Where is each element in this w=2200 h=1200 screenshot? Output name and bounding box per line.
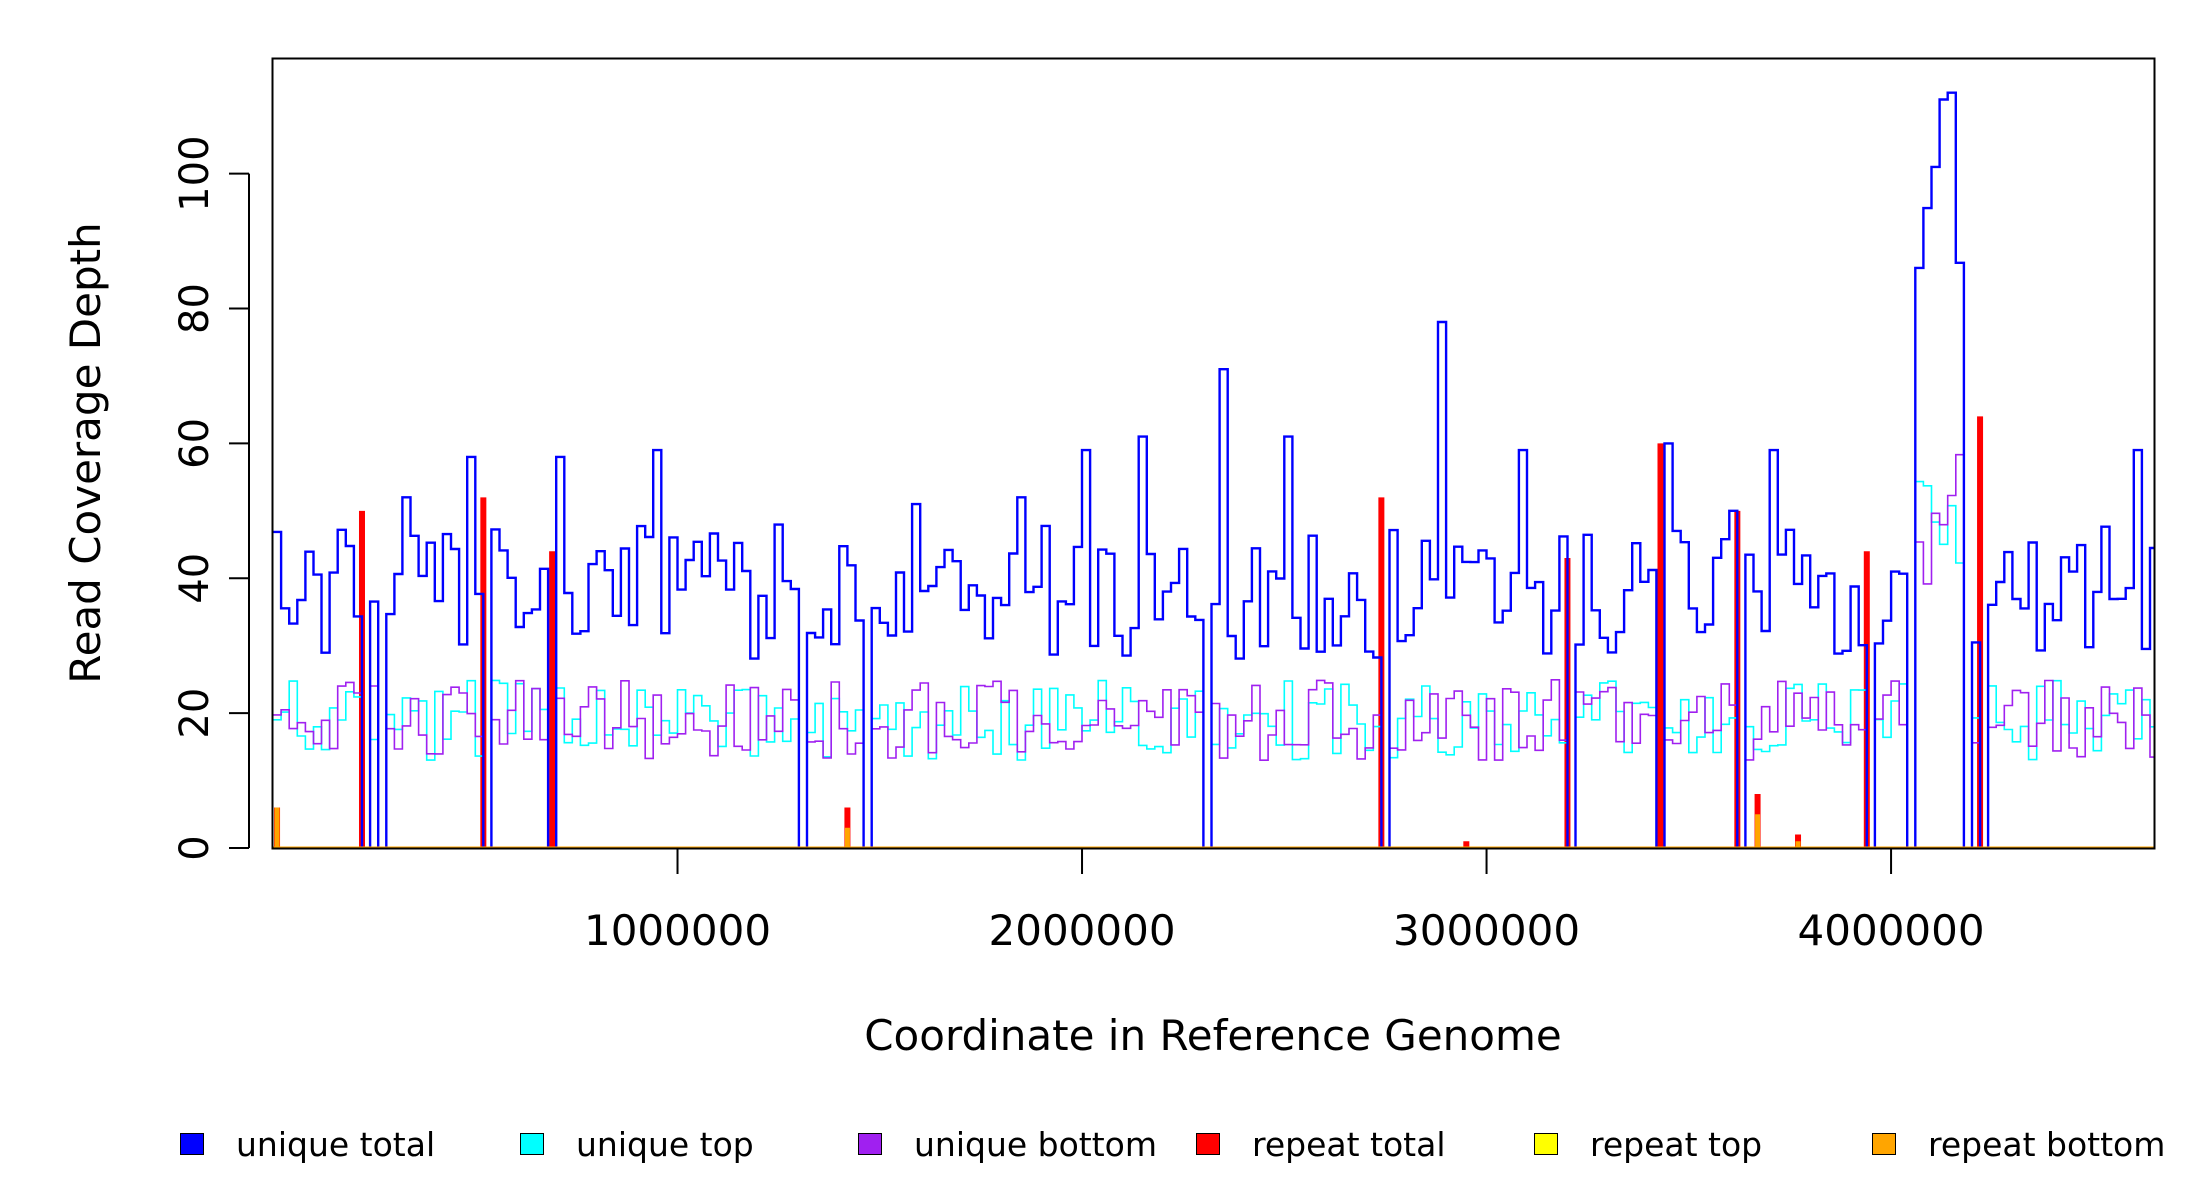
- plot-frame: [271, 57, 2156, 850]
- x-axis-label: Coordinate in Reference Genome: [864, 1011, 1562, 1060]
- legend-swatch: [858, 1133, 882, 1155]
- legend-swatch: [180, 1133, 204, 1155]
- legend-item-repeat-bottom: repeat bottom: [1872, 1124, 2166, 1164]
- legend-item-repeat-top: repeat top: [1534, 1124, 1763, 1164]
- legend-label: repeat bottom: [1928, 1124, 2166, 1164]
- unique-total-series: [273, 91, 2154, 850]
- x-tick-label: 2000000: [989, 906, 1176, 955]
- legend-label: repeat total: [1252, 1124, 1446, 1164]
- repeat-bottom-spikes: [274, 807, 1801, 848]
- legend-swatch: [1196, 1133, 1220, 1155]
- legend-item-unique-total: unique total: [180, 1124, 436, 1164]
- repeat-total-series: [274, 416, 1984, 848]
- legend-label: repeat top: [1590, 1124, 1763, 1164]
- y-tick-label: 40: [172, 553, 218, 604]
- x-tick-label: 1000000: [584, 906, 771, 955]
- legend-item-unique-top: unique top: [520, 1124, 754, 1164]
- legend-label: unique top: [576, 1124, 754, 1164]
- y-tick-label: 60: [172, 418, 218, 469]
- x-tick-label: 4000000: [1798, 906, 1985, 955]
- legend-item-unique-bottom: unique bottom: [858, 1124, 1158, 1164]
- legend-swatch: [520, 1133, 544, 1155]
- y-tick-label: 0: [172, 835, 218, 860]
- legend-label: unique bottom: [914, 1124, 1158, 1164]
- y-tick-label: 100: [172, 135, 218, 211]
- y-axis-label: Read Coverage Depth: [61, 222, 110, 683]
- legend-swatch: [1872, 1133, 1896, 1155]
- legend-label: unique total: [236, 1124, 436, 1164]
- y-tick-label: 20: [172, 688, 218, 739]
- y-tick-label: 80: [172, 283, 218, 334]
- x-tick-label: 3000000: [1393, 906, 1580, 955]
- unique-bottom-series: [273, 453, 2154, 849]
- legend-swatch: [1534, 1133, 1558, 1155]
- legend-item-repeat-total: repeat total: [1196, 1124, 1446, 1164]
- legend: unique total unique top unique bottom re…: [0, 1124, 2200, 1166]
